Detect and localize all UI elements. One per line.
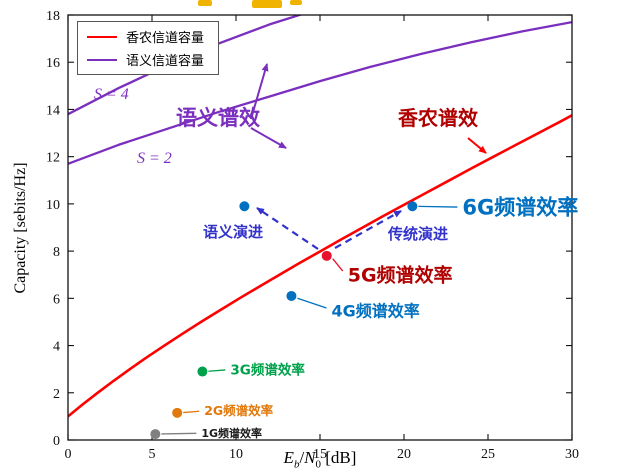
xlabel-part: b: [293, 458, 300, 471]
x-tick-label: 15: [313, 447, 327, 462]
y-tick-label: 16: [46, 56, 60, 71]
data-point-3g: [197, 366, 208, 377]
x-tick-label: 10: [229, 447, 243, 462]
curve-semantic-s4: [68, 15, 304, 116]
traditional-evolution-annotation: 传统演进: [388, 225, 449, 243]
data-point-semantic-6g: [239, 201, 250, 212]
y-tick-label: 14: [46, 103, 60, 118]
semantic-evolution-arrow: [256, 207, 319, 250]
x-tick-label: 30: [565, 447, 579, 462]
point-label-4g: 4G频谱效率: [331, 302, 419, 321]
data-point-6g: [407, 201, 418, 212]
semantic-se-arrow-lower: [250, 127, 287, 149]
shannon-se-annotation: 香农谱效: [398, 106, 478, 130]
curve-shannon: [68, 114, 572, 418]
data-point-4g: [286, 290, 297, 301]
cropped-title-fragment: [290, 0, 302, 5]
xlabel-part: 0: [315, 458, 322, 471]
y-tick-label: 0: [53, 434, 60, 449]
y-tick-label: 18: [46, 9, 60, 24]
legend: 香农信道容量 语义信道容量: [77, 21, 220, 75]
y-tick-label: 6: [53, 292, 60, 307]
leader-line-1g: [161, 432, 197, 435]
s2-curve-label: S = 2: [137, 150, 172, 167]
x-tick-label: 25: [481, 447, 495, 462]
y-tick-label: 4: [53, 340, 60, 355]
x-tick-label: 5: [149, 447, 156, 462]
semantic-se-arrow-upper: [250, 63, 269, 120]
xlabel-part: E: [283, 448, 294, 467]
s4-curve-label: S = 4: [94, 86, 129, 103]
leader-line-4g: [297, 297, 327, 309]
y-tick-label: 10: [46, 198, 60, 213]
shannon-se-arrow: [467, 137, 487, 154]
leader-line-2g: [183, 410, 200, 414]
y-tick-label: 12: [46, 151, 60, 166]
x-axis-label: Eb/N0 [dB]: [284, 448, 357, 470]
y-axis-label: Capacity [sebits/Hz]: [12, 162, 29, 294]
xlabel-part: N: [304, 448, 316, 467]
legend-label-semantic: 语义信道容量: [126, 54, 205, 69]
data-point-5g: [321, 250, 332, 261]
point-label-6g: 6G频谱效率: [462, 196, 578, 220]
semantic-evolution-annotation: 语义演进: [203, 223, 264, 241]
legend-label-shannon: 香农信道容量: [126, 31, 205, 46]
y-tick-label: 2: [53, 387, 60, 402]
shannon-line-swatch: [87, 35, 117, 38]
y-tick-label: 8: [53, 245, 60, 260]
point-label-2g: 2G频谱效率: [204, 403, 273, 418]
xlabel-part: /: [299, 448, 305, 467]
semantic-se-annotation: 语义谱效: [176, 106, 260, 130]
legend-item-shannon: 香农信道容量: [87, 27, 204, 46]
leader-line-3g: [208, 369, 226, 372]
cropped-title-fragment: [252, 0, 282, 8]
curve-semantic-s2: [68, 20, 572, 165]
xlabel-part: [dB]: [321, 448, 357, 467]
legend-item-semantic: 语义信道容量: [87, 50, 204, 69]
x-tick-label: 20: [397, 447, 411, 462]
semantic-line-swatch: [87, 58, 117, 61]
traditional-evolution-arrow: [334, 210, 402, 249]
point-label-5g: 5G频谱效率: [348, 263, 453, 286]
x-tick-label: 0: [65, 447, 72, 462]
point-label-3g: 3G频谱效率: [230, 361, 305, 378]
point-label-1g: 1G频谱效率: [201, 426, 262, 440]
cropped-title-fragment: [198, 0, 212, 6]
plot-border: [67, 14, 573, 441]
leader-line-6g: [418, 205, 458, 208]
data-point-2g: [172, 407, 183, 418]
leader-line-5g: [332, 258, 344, 272]
data-point-1g: [150, 429, 161, 440]
